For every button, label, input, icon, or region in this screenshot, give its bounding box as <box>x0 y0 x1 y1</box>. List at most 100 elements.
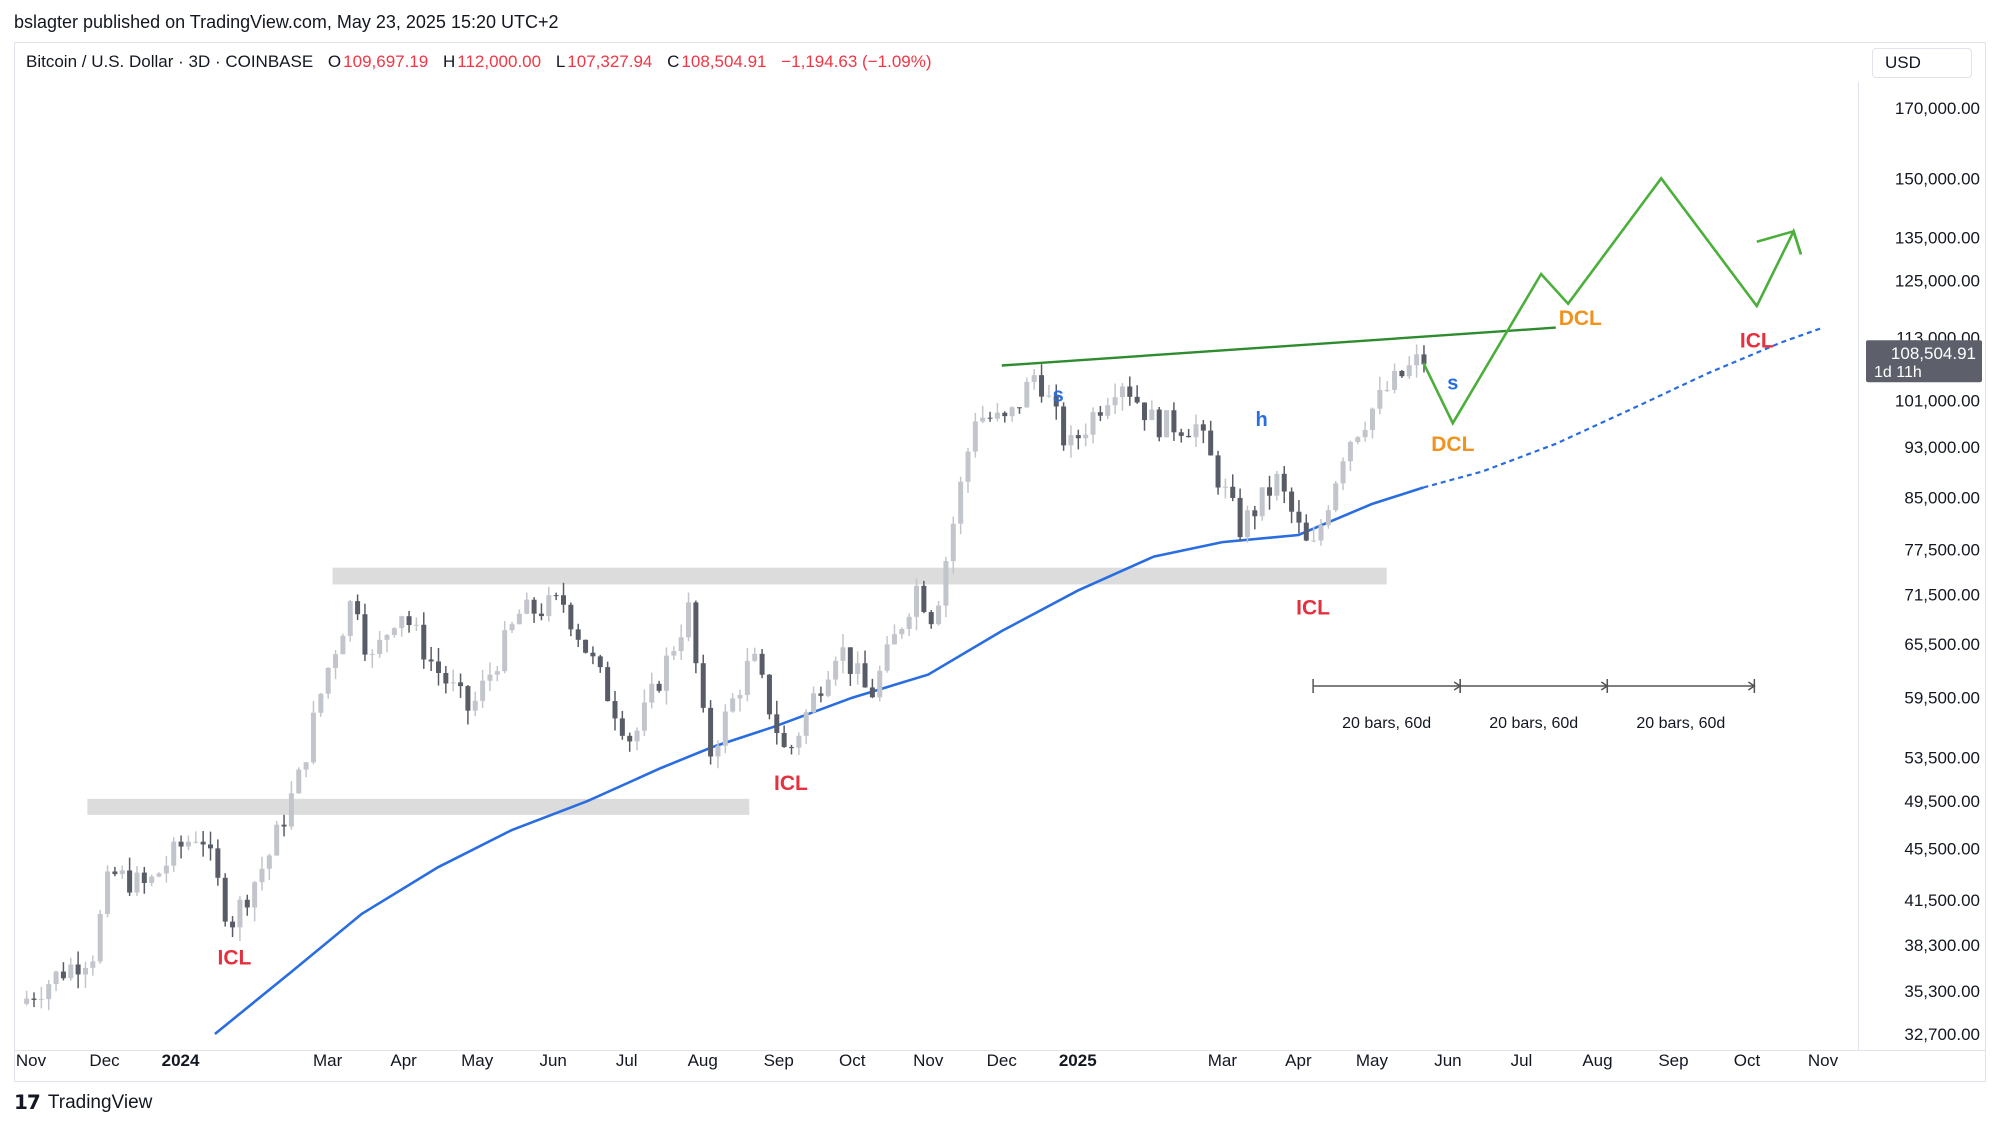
candle-body <box>516 613 522 625</box>
candle-body <box>458 682 464 687</box>
x-tick-label: Apr <box>390 1051 417 1070</box>
candle-body <box>46 984 52 1000</box>
candle-body <box>1119 386 1125 398</box>
candle-body <box>722 711 728 746</box>
candle-body <box>259 868 265 883</box>
candle-body <box>1149 409 1155 421</box>
candle-body <box>355 601 361 615</box>
candle-body <box>811 693 817 713</box>
candle-body <box>671 651 677 656</box>
candle-body <box>561 595 567 605</box>
open-value: 109,697.19 <box>343 52 429 71</box>
x-tick-label: Oct <box>839 1051 866 1070</box>
close-label: C <box>667 52 680 71</box>
candle-body <box>340 635 346 655</box>
candle-body <box>921 585 927 613</box>
y-tick-label: 45,500.00 <box>1904 839 1980 858</box>
candle-body <box>288 793 294 827</box>
candle-body <box>928 612 934 625</box>
candle-body <box>163 865 169 874</box>
candle-body <box>281 824 287 827</box>
candle-body <box>752 653 758 661</box>
candle-body <box>443 672 449 684</box>
candle-body <box>936 605 942 625</box>
candle-body <box>303 762 309 770</box>
candle-body <box>1061 406 1067 446</box>
high-label: H <box>442 52 456 71</box>
candle-body <box>1369 408 1375 430</box>
symbol-title[interactable]: Bitcoin / U.S. Dollar · 3D · COINBASE <box>26 52 314 71</box>
candle-body <box>1384 389 1390 391</box>
low-label: L <box>555 52 566 71</box>
candle-body <box>480 680 486 701</box>
candle-body <box>1156 409 1162 438</box>
candle-body <box>1318 525 1324 541</box>
candle-body <box>200 841 206 845</box>
x-tick-label: Mar <box>1208 1051 1238 1070</box>
candle-body <box>1186 435 1192 438</box>
candle-body <box>678 637 684 652</box>
candle-body <box>1392 370 1398 390</box>
candle-body <box>891 634 897 645</box>
candle-body <box>641 702 647 731</box>
close-value: 108,504.91 <box>681 52 767 71</box>
candle-body <box>465 686 471 711</box>
candle-body <box>994 412 1000 419</box>
icl-marker: ICL <box>774 772 808 795</box>
cycle-label: s <box>1053 385 1064 407</box>
support-zone-0 <box>87 798 750 815</box>
icl-marker: ICL <box>1296 597 1330 620</box>
candle-body <box>583 639 589 653</box>
candle-body <box>90 961 96 968</box>
candle-body <box>1421 354 1427 365</box>
brand-footer[interactable]: 𝟭𝟳 TradingView <box>14 1090 152 1115</box>
candle-body <box>347 601 353 636</box>
y-tick-label: 32,700.00 <box>1904 1025 1980 1044</box>
candle-body <box>1237 497 1243 538</box>
candle-body <box>82 967 88 975</box>
candle-body <box>1112 397 1118 406</box>
candle-body <box>494 671 500 675</box>
price-badge-countdown: 1d 11h <box>1874 364 1922 381</box>
candle-body <box>1230 486 1236 498</box>
candle-body <box>1083 434 1089 439</box>
currency-selector[interactable]: USD <box>1872 48 1972 78</box>
candle-body <box>1002 412 1008 417</box>
candle-body <box>230 921 236 928</box>
x-tick-label: Nov <box>1808 1051 1839 1070</box>
price-badge-value: 108,504.91 <box>1891 344 1976 363</box>
y-tick-label: 35,300.00 <box>1904 982 1980 1001</box>
candle-body <box>1164 410 1170 438</box>
candle-body <box>377 639 383 655</box>
plot-area: ICL ICL ICL ICL DCL DCL s h s 20 bars, 60d 20 bars… <box>24 176 1824 1036</box>
candle-body <box>1347 442 1353 462</box>
cycle-label: s <box>1447 372 1458 394</box>
cycle-label: h <box>1256 409 1268 431</box>
published-note: bslagter published on TradingView.com, M… <box>14 12 559 32</box>
bar-range-label: 20 bars, 60d <box>1489 715 1578 732</box>
candle-body <box>1075 435 1081 439</box>
candle-body <box>803 712 809 736</box>
candle-body <box>296 769 302 794</box>
candle-body <box>1178 432 1184 436</box>
x-tick-label: Sep <box>1658 1051 1688 1070</box>
candle-body <box>31 998 37 1000</box>
x-tick-label: Jun <box>1434 1051 1461 1070</box>
candle-body <box>546 595 552 617</box>
dcl-marker: DCL <box>1431 433 1474 456</box>
candle-body <box>1362 429 1368 438</box>
candle-body <box>737 694 743 699</box>
candle-body <box>855 663 861 674</box>
candle-body <box>318 693 324 713</box>
candle-body <box>185 841 191 847</box>
candle-body <box>171 841 177 866</box>
y-tick-label: 135,000.00 <box>1895 228 1980 247</box>
candle-body <box>1355 437 1361 443</box>
candle-body <box>1296 511 1302 523</box>
candle-body <box>950 523 956 562</box>
candle-body <box>105 871 111 914</box>
y-tick-label: 77,500.00 <box>1904 540 1980 559</box>
candle-body <box>252 882 258 908</box>
